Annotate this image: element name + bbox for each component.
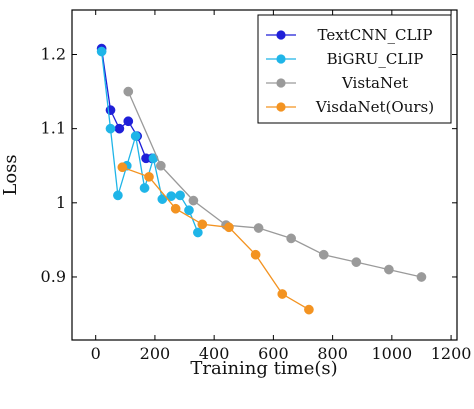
data-point (114, 123, 125, 134)
y-tick-label: 0.9 (41, 267, 66, 286)
x-axis-title: Training time(s) (190, 358, 337, 379)
data-point (144, 172, 154, 182)
x-tick-label: 400 (199, 344, 230, 363)
series-textcnn-clip (96, 43, 157, 164)
y-tick-label: 1 (56, 193, 66, 212)
plot-frame (71, 9, 458, 341)
legend-marker (276, 30, 286, 40)
legend-label: VistaNet (341, 74, 408, 92)
data-point (277, 289, 288, 299)
data-point (139, 183, 150, 193)
data-point (130, 131, 141, 141)
x-tick-label: 200 (140, 344, 171, 363)
legend-marker (276, 102, 286, 112)
data-point (155, 160, 166, 171)
data-point (188, 195, 199, 206)
legend: TextCNN_CLIP BiGRU_CLIP VistaNet VisdaNet(O… (257, 14, 452, 124)
y-tick-label: 1.1 (41, 119, 66, 138)
legend-frame (257, 14, 452, 124)
legend-marker (276, 54, 286, 64)
legend-marker (276, 78, 286, 88)
series-bigru-clip (96, 46, 203, 238)
series-line (122, 166, 310, 311)
tick-layer: 0 200 400 600 800 1000 1200 0.9 1 1.1 1.2 (41, 10, 472, 363)
legend-entry: TextCNN_CLIP (266, 26, 432, 44)
series-layer (96, 43, 427, 315)
data-point (384, 264, 394, 275)
legend-entry: BiGRU_CLIP (266, 50, 423, 68)
data-point (113, 190, 123, 201)
legend-label: TextCNN_CLIP (318, 26, 433, 44)
data-point (105, 123, 116, 134)
x-tick-label: 0 (91, 344, 101, 363)
series-line (100, 48, 152, 159)
data-point (250, 249, 261, 260)
data-point (123, 116, 134, 127)
data-point (105, 105, 116, 115)
x-tick-label: 1000 (371, 344, 412, 363)
data-point (123, 86, 134, 97)
data-point (117, 162, 128, 173)
data-point (193, 227, 203, 238)
data-point (184, 205, 194, 216)
x-tick-label: 800 (317, 344, 348, 363)
legend-label: BiGRU_CLIP (327, 50, 424, 68)
legend-entry: VistaNet (266, 74, 408, 92)
data-point (253, 223, 264, 233)
legend-label: VisdaNet(Ours) (315, 98, 434, 116)
data-point (175, 190, 185, 201)
data-point (304, 304, 314, 315)
series-line (127, 91, 422, 278)
data-point (318, 249, 329, 260)
data-point (197, 219, 208, 230)
data-point (96, 46, 107, 57)
data-point (286, 233, 297, 244)
legend-entry: VisdaNet(Ours) (266, 98, 434, 116)
data-point (170, 203, 181, 214)
y-tick-label: 1.2 (41, 44, 66, 63)
data-point (224, 222, 234, 233)
data-point (416, 272, 427, 282)
x-tick-label: 1200 (431, 344, 472, 363)
y-axis-title: Loss (0, 154, 21, 195)
data-point (351, 257, 362, 267)
x-tick-label: 600 (258, 344, 289, 363)
series-visdanet-ours (117, 162, 314, 315)
